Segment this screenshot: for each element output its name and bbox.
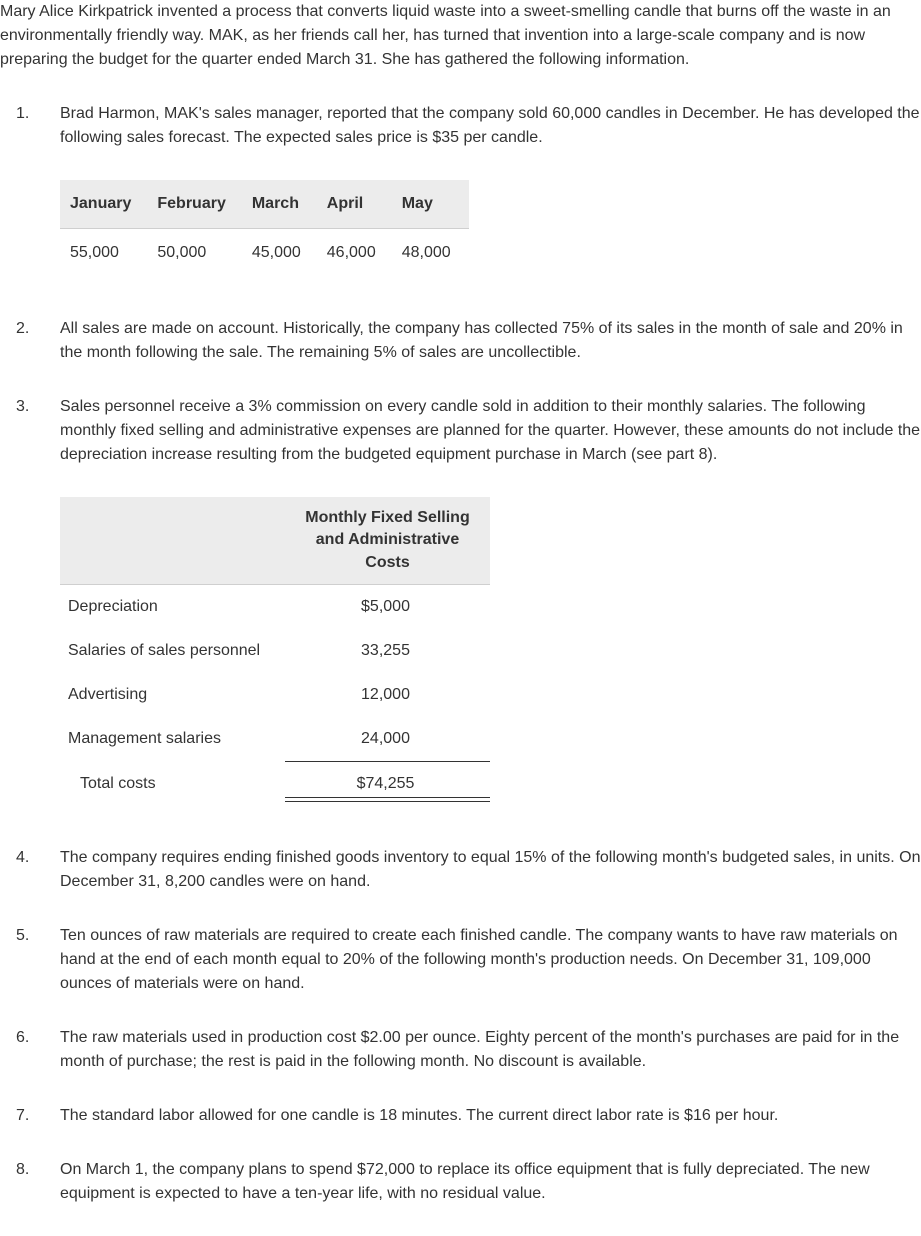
item-number: 8. bbox=[12, 1158, 60, 1206]
row-label: Depreciation bbox=[60, 585, 285, 630]
col-header: January bbox=[60, 180, 149, 229]
item-number: 4. bbox=[12, 846, 60, 894]
row-label: Salaries of sales personnel bbox=[60, 629, 285, 673]
table-cell: 48,000 bbox=[394, 229, 469, 278]
col-header: May bbox=[394, 180, 469, 229]
list-item: 6. The raw materials used in production … bbox=[12, 1026, 921, 1074]
table-cell: 55,000 bbox=[60, 229, 149, 278]
col-header-empty bbox=[60, 497, 285, 585]
item-content: Brad Harmon, MAK's sales manager, report… bbox=[60, 102, 921, 287]
list-item: 1. Brad Harmon, MAK's sales manager, rep… bbox=[12, 102, 921, 287]
list-item: 3. Sales personnel receive a 3% commissi… bbox=[12, 395, 921, 816]
table-row: January February March April May bbox=[60, 180, 469, 229]
item-number: 3. bbox=[12, 395, 60, 816]
item-text: The standard labor allowed for one candl… bbox=[60, 1104, 921, 1128]
table-row-total: Total costs $74,255 bbox=[60, 762, 490, 807]
table-row: Advertising 12,000 bbox=[60, 673, 490, 717]
item-content: The company requires ending finished goo… bbox=[60, 846, 921, 894]
list-item: 4. The company requires ending finished … bbox=[12, 846, 921, 894]
table-row: Salaries of sales personnel 33,255 bbox=[60, 629, 490, 673]
item-content: The raw materials used in production cos… bbox=[60, 1026, 921, 1074]
item-text: Sales personnel receive a 3% commission … bbox=[60, 395, 921, 467]
item-text: All sales are made on account. Historica… bbox=[60, 317, 921, 365]
col-header: Monthly Fixed Selling and Administrative… bbox=[285, 497, 490, 585]
col-header: April bbox=[319, 180, 394, 229]
row-value: 12,000 bbox=[285, 673, 490, 717]
item-content: Ten ounces of raw materials are required… bbox=[60, 924, 921, 996]
sales-forecast-table: January February March April May 55,000 … bbox=[60, 180, 469, 277]
table-row: Management salaries 24,000 bbox=[60, 717, 490, 762]
col-header: March bbox=[244, 180, 319, 229]
item-content: Sales personnel receive a 3% commission … bbox=[60, 395, 921, 816]
row-value: 24,000 bbox=[285, 717, 490, 762]
table-row: Depreciation $5,000 bbox=[60, 585, 490, 630]
item-text: Brad Harmon, MAK's sales manager, report… bbox=[60, 102, 921, 150]
list-item: 8. On March 1, the company plans to spen… bbox=[12, 1158, 921, 1206]
item-number: 7. bbox=[12, 1104, 60, 1128]
numbered-list: 1. Brad Harmon, MAK's sales manager, rep… bbox=[0, 102, 921, 1206]
row-label: Advertising bbox=[60, 673, 285, 717]
item-content: On March 1, the company plans to spend $… bbox=[60, 1158, 921, 1206]
item-number: 2. bbox=[12, 317, 60, 365]
row-value-total: $74,255 bbox=[285, 762, 490, 807]
costs-table: Monthly Fixed Selling and Administrative… bbox=[60, 497, 490, 806]
item-text: The company requires ending finished goo… bbox=[60, 846, 921, 894]
table-cell: 50,000 bbox=[149, 229, 243, 278]
item-number: 6. bbox=[12, 1026, 60, 1074]
item-content: The standard labor allowed for one candl… bbox=[60, 1104, 921, 1128]
col-header: February bbox=[149, 180, 243, 229]
row-label: Total costs bbox=[60, 762, 285, 807]
table-cell: 45,000 bbox=[244, 229, 319, 278]
intro-paragraph: Mary Alice Kirkpatrick invented a proces… bbox=[0, 0, 921, 72]
item-number: 1. bbox=[12, 102, 60, 287]
table-row: 55,000 50,000 45,000 46,000 48,000 bbox=[60, 229, 469, 278]
list-item: 5. Ten ounces of raw materials are requi… bbox=[12, 924, 921, 996]
item-text: On March 1, the company plans to spend $… bbox=[60, 1158, 921, 1206]
list-item: 7. The standard labor allowed for one ca… bbox=[12, 1104, 921, 1128]
row-value: $5,000 bbox=[285, 585, 490, 630]
row-label: Management salaries bbox=[60, 717, 285, 762]
item-number: 5. bbox=[12, 924, 60, 996]
list-item: 2. All sales are made on account. Histor… bbox=[12, 317, 921, 365]
item-content: All sales are made on account. Historica… bbox=[60, 317, 921, 365]
row-value: 33,255 bbox=[285, 629, 490, 673]
table-row: Monthly Fixed Selling and Administrative… bbox=[60, 497, 490, 585]
item-text: Ten ounces of raw materials are required… bbox=[60, 924, 921, 996]
table-cell: 46,000 bbox=[319, 229, 394, 278]
item-text: The raw materials used in production cos… bbox=[60, 1026, 921, 1074]
